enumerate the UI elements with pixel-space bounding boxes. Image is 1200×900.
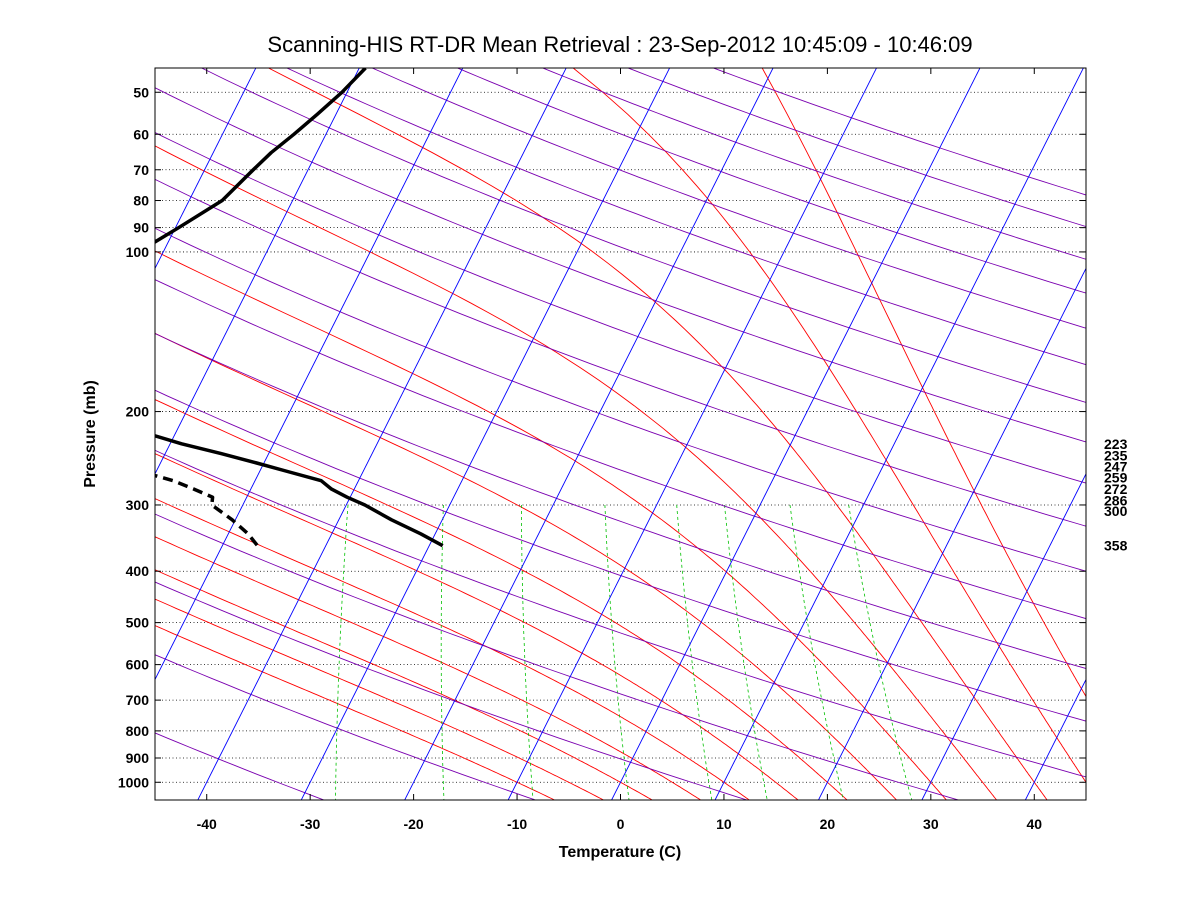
mixing-ratio-24 — [848, 504, 913, 800]
dry-adiabat-520 — [371, 68, 1086, 329]
moist-adiabats — [155, 68, 1086, 800]
dry-adiabat-340 — [155, 389, 1086, 722]
moist-adiabat-40 — [268, 68, 1048, 800]
y-tick-label-400: 400 — [126, 563, 150, 579]
y-tick-label-90: 90 — [133, 220, 149, 236]
dry-adiabat-440 — [155, 132, 1086, 484]
dry-adiabat-400 — [155, 227, 1086, 572]
y-tick-label-700: 700 — [126, 692, 150, 708]
chart-title: Scanning-HIS RT-DR Mean Retrieval : 23-S… — [267, 32, 972, 57]
moist-adiabat-10 — [155, 498, 750, 800]
moist-adiabat-0 — [155, 569, 653, 800]
y-tick-label-100: 100 — [126, 244, 150, 260]
y-tick-label-50: 50 — [133, 84, 149, 100]
dry-adiabat-320 — [155, 449, 1086, 778]
y-axis-label: Pressure (mb) — [82, 380, 99, 488]
x-tick-label-0: 0 — [617, 816, 625, 832]
mixing-ratio-7 — [676, 504, 713, 800]
dry-adiabats — [155, 68, 1086, 800]
moist-adiabat-20 — [155, 399, 848, 800]
right-label-247: 247 — [1104, 459, 1128, 475]
y-tick-label-600: 600 — [126, 657, 150, 673]
isotherm--40 — [197, 68, 567, 800]
mixing-ratio-1 — [440, 504, 445, 800]
isotherm--30 — [300, 68, 671, 800]
x-tick-label-10: 10 — [716, 816, 732, 832]
right-label-272: 272 — [1104, 481, 1128, 497]
right-label-358: 358 — [1104, 538, 1128, 554]
x-tick-label-40: 40 — [1026, 816, 1042, 832]
dry-adiabat-580 — [626, 68, 1086, 228]
dry-adiabat-260 — [155, 654, 537, 800]
right-label-300: 300 — [1104, 503, 1128, 519]
isotherm--60 — [155, 68, 360, 475]
dry-adiabat-500 — [285, 68, 1086, 366]
right-label-223: 223 — [1104, 436, 1128, 452]
y-tick-label-60: 60 — [133, 126, 149, 142]
moist-adiabat-35 — [155, 145, 998, 800]
moist-adiabat-30 — [155, 250, 947, 800]
right-label-286: 286 — [1104, 492, 1128, 508]
x-axis: -40 -30 -20 -10 0 10 20 30 40 — [197, 68, 1042, 832]
isotherm-10 — [714, 68, 1084, 800]
y-tick-label-80: 80 — [133, 193, 149, 209]
y-tick-label-1000: 1000 — [118, 774, 149, 790]
moist-adiabat--10 — [155, 625, 556, 800]
right-label-259: 259 — [1104, 469, 1128, 485]
dry-adiabat-380 — [155, 279, 1086, 620]
x-tick-label--40: -40 — [197, 816, 217, 832]
dry-adiabat-480 — [200, 68, 1086, 403]
dry-adiabat-360 — [155, 332, 1086, 669]
dry-adiabat-560 — [541, 68, 1086, 260]
dry-adiabat-420 — [155, 178, 1086, 527]
x-tick-label--30: -30 — [300, 816, 320, 832]
dry-adiabat-460 — [155, 87, 1086, 443]
y-tick-label-900: 900 — [126, 750, 150, 766]
mixing-ratio-10 — [724, 504, 768, 800]
x-tick-label--10: -10 — [507, 816, 527, 832]
right-label-235: 235 — [1104, 447, 1128, 463]
isotherm-30 — [921, 472, 1086, 800]
dry-adiabat-540 — [456, 68, 1086, 294]
profile-series — [155, 68, 444, 548]
dry-adiabat-600 — [712, 68, 1086, 196]
isotherms — [155, 68, 1086, 800]
y-tick-label-200: 200 — [126, 404, 150, 420]
x-axis-label: Temperature (C) — [559, 844, 681, 861]
y-tick-label-500: 500 — [126, 615, 150, 631]
isotherm--20 — [404, 68, 774, 800]
y-tick-label-70: 70 — [133, 162, 149, 178]
moist-adiabat-45 — [572, 68, 1086, 784]
plot-area — [155, 68, 1086, 800]
moist-adiabat-5 — [155, 536, 702, 800]
moist-adiabat-25 — [155, 332, 898, 800]
mixing-ratio-2 — [521, 504, 534, 800]
series-temperature — [155, 68, 444, 548]
isotherm--10 — [507, 68, 877, 800]
isotherm-20 — [817, 267, 1086, 800]
isotherm-0 — [611, 68, 981, 800]
y-tick-label-800: 800 — [126, 723, 150, 739]
x-tick-label-30: 30 — [923, 816, 939, 832]
mixing-ratio-4 — [604, 504, 630, 800]
mixing-ratio-16 — [789, 504, 844, 800]
moist-adiabat-15 — [155, 453, 799, 800]
dry-adiabat-300 — [155, 513, 961, 800]
x-tick-label--20: -20 — [403, 816, 423, 832]
y-tick-label-300: 300 — [126, 497, 150, 513]
dry-adiabat-280 — [155, 581, 749, 800]
x-tick-label-20: 20 — [820, 816, 836, 832]
isotherm--70 — [155, 68, 257, 270]
y-axis: 50 60 70 80 90 100 200 300 400 500 600 700 800 900 100… — [118, 84, 1086, 790]
moist-adiabat-50 — [761, 68, 1086, 698]
mixing-ratio-0.4 — [335, 504, 349, 800]
series-dewpoint — [155, 473, 259, 547]
